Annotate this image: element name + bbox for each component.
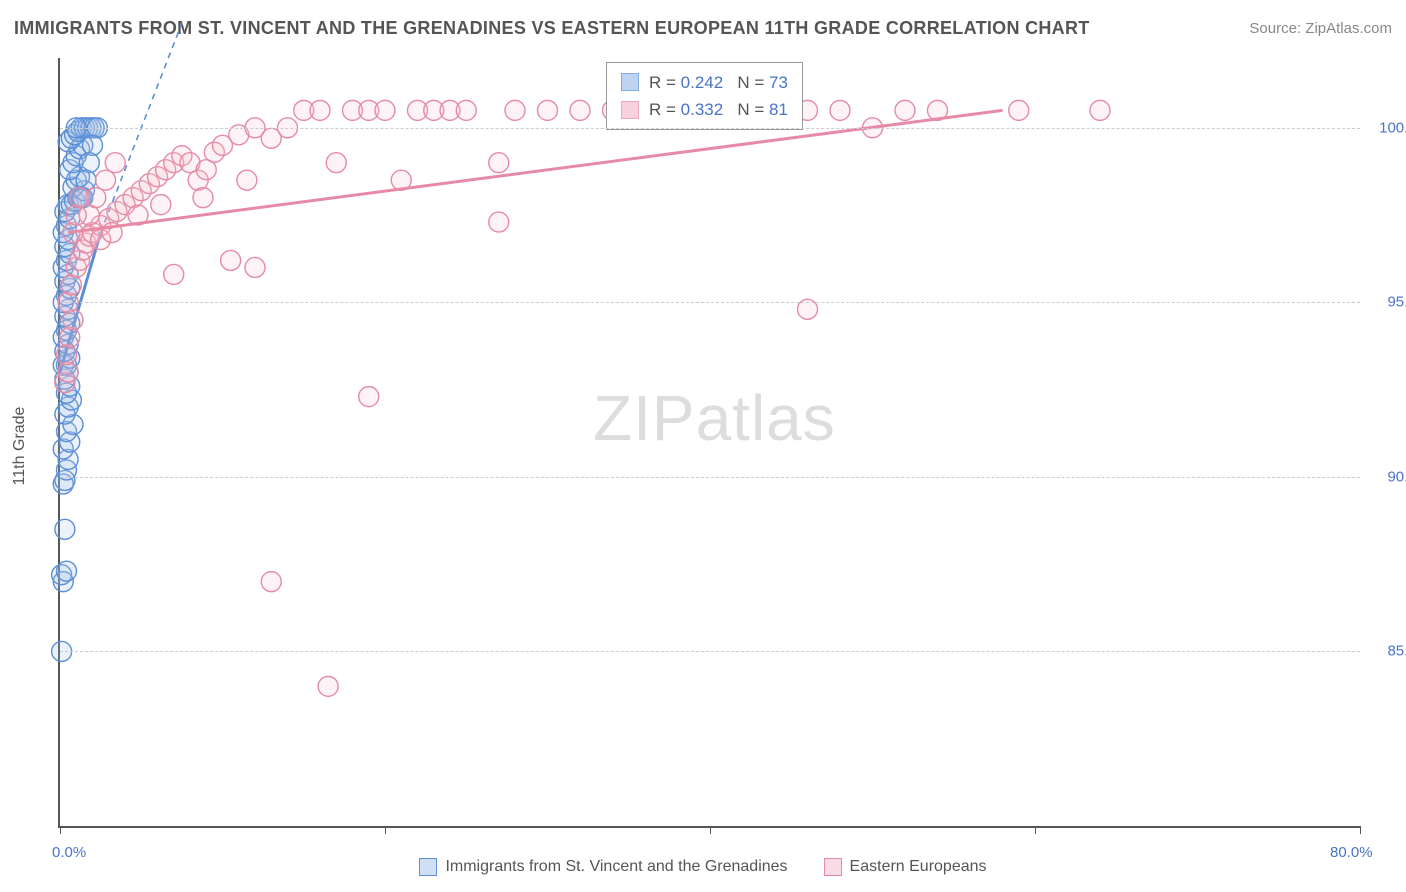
chart-title: IMMIGRANTS FROM ST. VINCENT AND THE GREN… xyxy=(14,18,1090,39)
x-tick-mark xyxy=(385,826,386,834)
legend-item-ee: Eastern Europeans xyxy=(824,858,987,876)
gridline-h xyxy=(60,651,1360,652)
y-tick-label: 85.0% xyxy=(1366,643,1406,660)
x-tick-mark xyxy=(1360,826,1361,834)
gridline-h xyxy=(60,128,1360,129)
gridline-h xyxy=(60,477,1360,478)
gridline-h xyxy=(60,302,1360,303)
stats-swatch xyxy=(621,73,639,91)
source-name: ZipAtlas.com xyxy=(1305,20,1392,37)
x-tick-mark xyxy=(1035,826,1036,834)
stats-legend-box: R = 0.242 N = 73R = 0.332 N = 81 xyxy=(606,62,803,130)
legend-label-ee: Eastern Europeans xyxy=(850,858,987,876)
legend: Immigrants from St. Vincent and the Gren… xyxy=(0,858,1406,876)
stats-text: R = 0.332 N = 81 xyxy=(649,96,788,123)
source-label: Source: xyxy=(1249,20,1301,37)
stats-row: R = 0.332 N = 81 xyxy=(621,96,788,123)
legend-item-svg: Immigrants from St. Vincent and the Gren… xyxy=(419,858,787,876)
stats-swatch xyxy=(621,101,639,119)
chart-svg xyxy=(60,58,1360,826)
legend-label-svg: Immigrants from St. Vincent and the Gren… xyxy=(445,858,787,876)
x-tick-mark xyxy=(710,826,711,834)
legend-swatch-pink xyxy=(824,858,842,876)
title-bar: IMMIGRANTS FROM ST. VINCENT AND THE GREN… xyxy=(14,18,1392,39)
source-credit: Source: ZipAtlas.com xyxy=(1249,20,1392,37)
legend-swatch-blue xyxy=(419,858,437,876)
y-tick-label: 95.0% xyxy=(1366,294,1406,311)
x-tick-mark xyxy=(60,826,61,834)
y-tick-label: 100.0% xyxy=(1366,119,1406,136)
y-axis-label: 11th Grade xyxy=(11,407,29,486)
stats-row: R = 0.242 N = 73 xyxy=(621,69,788,96)
plot-area: ZIPatlas R = 0.242 N = 73R = 0.332 N = 8… xyxy=(58,58,1360,828)
y-tick-label: 90.0% xyxy=(1366,468,1406,485)
stats-text: R = 0.242 N = 73 xyxy=(649,69,788,96)
